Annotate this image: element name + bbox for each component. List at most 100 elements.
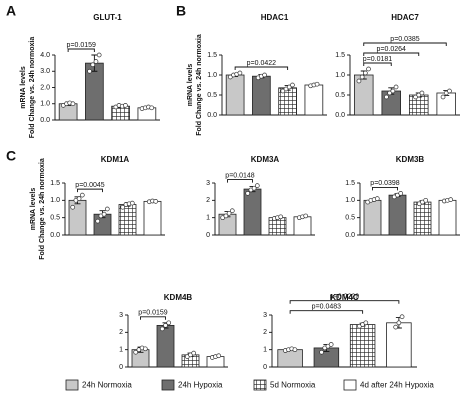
bar [363,199,382,236]
data-point [79,192,85,198]
legend-swatch [161,379,175,391]
significance-bracket [227,179,253,183]
data-point [229,208,235,214]
bar [252,75,271,116]
data-point [129,200,135,206]
legend-swatch [253,379,267,391]
data-point [96,52,102,58]
chart-title: KDM4B [164,293,193,302]
y-tick-label: 3.0 [40,68,50,75]
y-tick-label: 1.5 [207,52,217,59]
data-point [356,78,362,84]
y-tick-label: 2 [119,329,123,336]
y-axis-label: mRNA levels [30,188,37,231]
data-point [245,191,251,196]
y-axis-label: Fold Change vs. 24h normoxia [39,158,46,260]
y-tick-label: 0.5 [335,92,345,99]
y-tick-label: 1 [119,347,123,354]
data-point [262,72,267,78]
p-value: p=0.0229 [330,294,359,301]
y-tick-label: 1.0 [335,72,345,79]
data-point [104,206,110,212]
data-point [328,342,334,347]
data-point [303,213,309,219]
y-tick-label: 3 [263,312,267,319]
bar [156,324,175,368]
data-point [319,349,324,355]
significance-bracket [67,48,95,52]
data-point [448,197,454,202]
panel-label: B [176,3,186,19]
data-point [390,88,396,94]
data-point [314,81,320,87]
y-tick-label: 0.5 [207,92,217,99]
p-value: p=0.0159 [138,310,167,317]
data-point [366,66,371,72]
p-value: p=0.0148 [225,172,254,179]
p-value: p=0.0159 [67,42,96,49]
chart-title: HDAC1 [261,13,289,22]
y-tick-label: 1.0 [40,101,50,108]
chart-title: HDAC7 [391,13,419,22]
y-tick-label: 1.0 [345,197,355,204]
bar [349,324,376,368]
data-point [292,347,298,353]
p-value: p=0.0045 [75,182,104,189]
y-axis-label: mRNA levels [20,66,27,109]
data-point [374,196,380,201]
data-point [251,185,257,191]
y-tick-label: 1 [206,215,210,222]
data-point [384,94,389,100]
y-tick-label: 1.5 [50,180,60,187]
data-point [159,326,165,332]
y-tick-label: 0.0 [50,232,60,239]
bar [386,322,412,368]
legend-label: 24h Hypoxia [178,381,223,390]
significance-bracket [363,42,447,46]
data-point [440,94,446,100]
legend-label: 24h Normoxia [82,381,132,390]
bar [438,199,457,236]
data-point [142,346,148,352]
y-tick-label: 0.0 [207,112,217,119]
chart-title: KDM1A [101,155,130,164]
panel-label: C [6,148,16,164]
data-point [223,213,229,219]
data-point [123,103,128,108]
chart-title: GLUT-1 [93,13,122,22]
data-point [93,59,99,64]
data-point [359,74,365,80]
y-tick-label: 0.0 [345,232,355,239]
data-point [398,191,404,196]
chart-title: KDM3B [396,155,425,164]
legend-label: 5d Normoxia [270,381,316,390]
data-point [393,324,399,330]
p-value: p=0.0385 [390,36,419,43]
data-point [149,105,155,111]
data-point [423,197,429,203]
y-tick-label: 1.5 [335,52,345,59]
chart-title: KDM3A [251,155,280,164]
bar [436,92,456,116]
significance-bracket [289,300,400,304]
p-value: p=0.0483 [312,304,341,311]
y-axis-label: Fold Change vs. 24h normoxia [29,37,36,139]
significance-bracket [140,316,166,320]
p-value: p=0.0264 [377,46,406,53]
data-point [393,84,399,90]
p-value: p=0.0181 [363,56,392,63]
legend-label: 4d after 24h Hypoxia [360,381,434,390]
y-tick-label: 0.0 [40,117,50,124]
data-point [70,204,76,210]
y-tick-label: 2 [206,197,210,204]
y-tick-label: 4.0 [40,52,50,59]
significance-bracket [363,62,392,66]
y-tick-label: 0 [263,364,267,371]
bar [293,216,312,236]
y-tick-label: 2.0 [40,84,50,91]
y-tick-label: 1.0 [207,72,217,79]
y-axis-label: Fold Change vs. 24h normoxia [196,34,203,136]
data-point [447,88,452,94]
data-point [278,214,284,220]
y-tick-label: 1.0 [50,197,60,204]
